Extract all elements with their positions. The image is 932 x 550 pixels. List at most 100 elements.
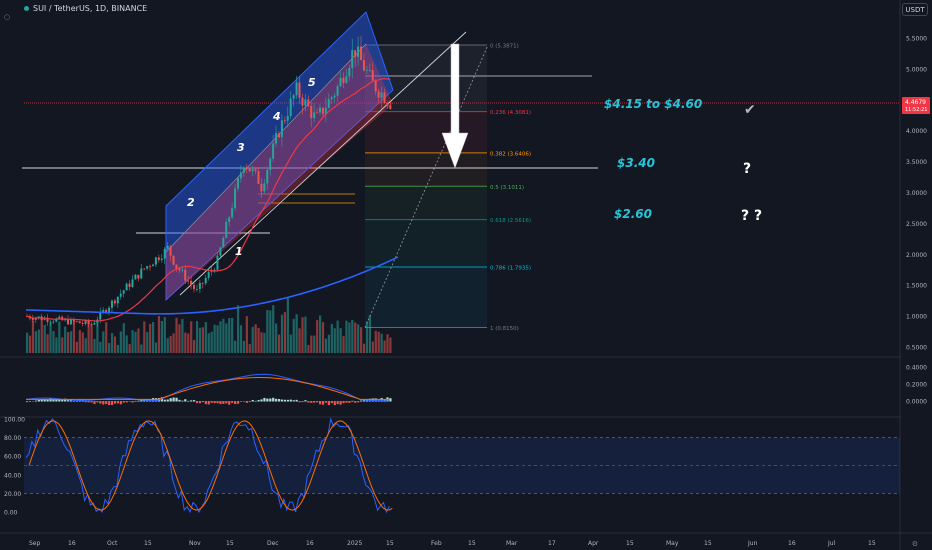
macd-bar xyxy=(245,401,248,403)
candle-body xyxy=(280,120,283,138)
candle-body xyxy=(362,60,365,71)
macd-bar xyxy=(313,401,316,403)
candle-body xyxy=(222,237,225,248)
candle-body xyxy=(231,208,234,218)
macd-tick-label: 0.4000 xyxy=(906,365,927,372)
candle-body xyxy=(313,112,316,119)
candle-body xyxy=(219,247,222,256)
price-tick-label: 3.5000 xyxy=(906,159,927,166)
side-indicator-1: ○ xyxy=(4,13,11,21)
candle-body xyxy=(216,255,219,270)
candle-body xyxy=(172,255,175,265)
volume-bar xyxy=(272,305,275,353)
fib-level-label: 0.5 (3.1011) xyxy=(490,185,524,191)
volume-bar xyxy=(201,327,204,353)
volume-bar xyxy=(234,340,237,353)
candle-body xyxy=(151,264,154,267)
candle-body xyxy=(160,258,163,261)
volume-bar xyxy=(149,323,152,353)
macd-bar xyxy=(46,399,49,402)
price-tick-label: 1.5000 xyxy=(906,283,927,290)
macd-bar xyxy=(292,400,295,402)
candles xyxy=(26,35,392,328)
candle-body xyxy=(128,283,131,287)
candle-body xyxy=(198,282,201,289)
macd-bar xyxy=(210,401,213,403)
candle-body xyxy=(307,99,310,107)
macd-bar xyxy=(195,401,199,404)
candle-body xyxy=(301,97,304,106)
candle-body xyxy=(157,257,160,261)
volume-bar xyxy=(207,333,210,353)
volume-bar xyxy=(113,336,117,353)
time-tick-label: 15 xyxy=(626,540,634,547)
symbol-header[interactable]: SUI / TetherUS, 1D, BINANCE xyxy=(24,4,147,13)
channel-midline xyxy=(165,43,367,253)
volume-bar xyxy=(280,314,284,353)
volume-bar xyxy=(198,327,202,353)
volume-bar xyxy=(289,334,292,353)
macd-bar xyxy=(108,401,111,406)
volume-bar xyxy=(295,314,298,353)
candle-body xyxy=(228,217,231,222)
candle-body xyxy=(190,280,193,285)
volume-bar xyxy=(72,319,76,353)
currency-button[interactable]: USDT xyxy=(902,3,928,16)
macd-bar xyxy=(248,401,251,403)
volume-bar xyxy=(298,328,301,353)
macd-bar xyxy=(219,401,222,405)
chart-settings-icon[interactable]: ⚙ xyxy=(911,540,918,548)
candle-body xyxy=(195,288,198,290)
candle-body xyxy=(110,300,113,308)
volume-bar xyxy=(119,331,122,353)
macd-bar xyxy=(225,401,228,404)
volume-bar xyxy=(310,335,313,353)
macd-bar xyxy=(236,401,240,404)
volume-bar xyxy=(377,331,380,353)
candle-body xyxy=(368,70,371,71)
macd-bar xyxy=(263,397,266,402)
volume-bar xyxy=(248,344,251,353)
candle-body xyxy=(251,169,254,172)
macd-bar xyxy=(330,401,333,404)
volume-bar xyxy=(140,344,143,353)
candle-body xyxy=(55,318,58,322)
macd-bar xyxy=(55,399,58,402)
macd-bar xyxy=(58,399,61,402)
candle-body xyxy=(204,277,207,284)
wave-label-3: 3 xyxy=(237,141,245,154)
candle-body xyxy=(69,318,72,325)
volume-bar xyxy=(357,324,360,353)
volume-bar xyxy=(110,333,114,353)
macd-bar xyxy=(298,401,301,403)
candle-body xyxy=(321,107,324,114)
macd-bar xyxy=(336,401,339,405)
candle-body xyxy=(286,115,289,121)
time-tick-label: 16 xyxy=(788,540,796,547)
volume-bar xyxy=(231,317,234,353)
volume-bar xyxy=(269,310,272,353)
target-label-3: $2.60 xyxy=(614,207,652,221)
volume-bar xyxy=(122,323,125,353)
volume-bar xyxy=(336,320,339,353)
candle-body xyxy=(283,120,286,122)
candle-body xyxy=(146,266,149,269)
fib-level-label: 0.236 (4.3081) xyxy=(490,110,531,116)
macd-bar xyxy=(324,401,328,403)
candle-body xyxy=(380,92,383,98)
stoch-tick-label: 80.00 xyxy=(4,435,21,442)
volume-bar xyxy=(55,337,58,353)
volume-bar xyxy=(304,316,307,353)
macd-bar xyxy=(304,400,307,402)
fib-zone xyxy=(365,186,487,220)
candle-body xyxy=(113,300,116,304)
macd-bar xyxy=(37,399,40,402)
macd-bar xyxy=(198,401,202,404)
macd-line xyxy=(25,373,390,402)
price-tick-label: 5.0000 xyxy=(906,66,927,73)
macd-bar xyxy=(34,400,37,402)
macd-bar xyxy=(354,401,357,403)
candle-body xyxy=(260,183,263,192)
macd-bar xyxy=(26,401,29,403)
